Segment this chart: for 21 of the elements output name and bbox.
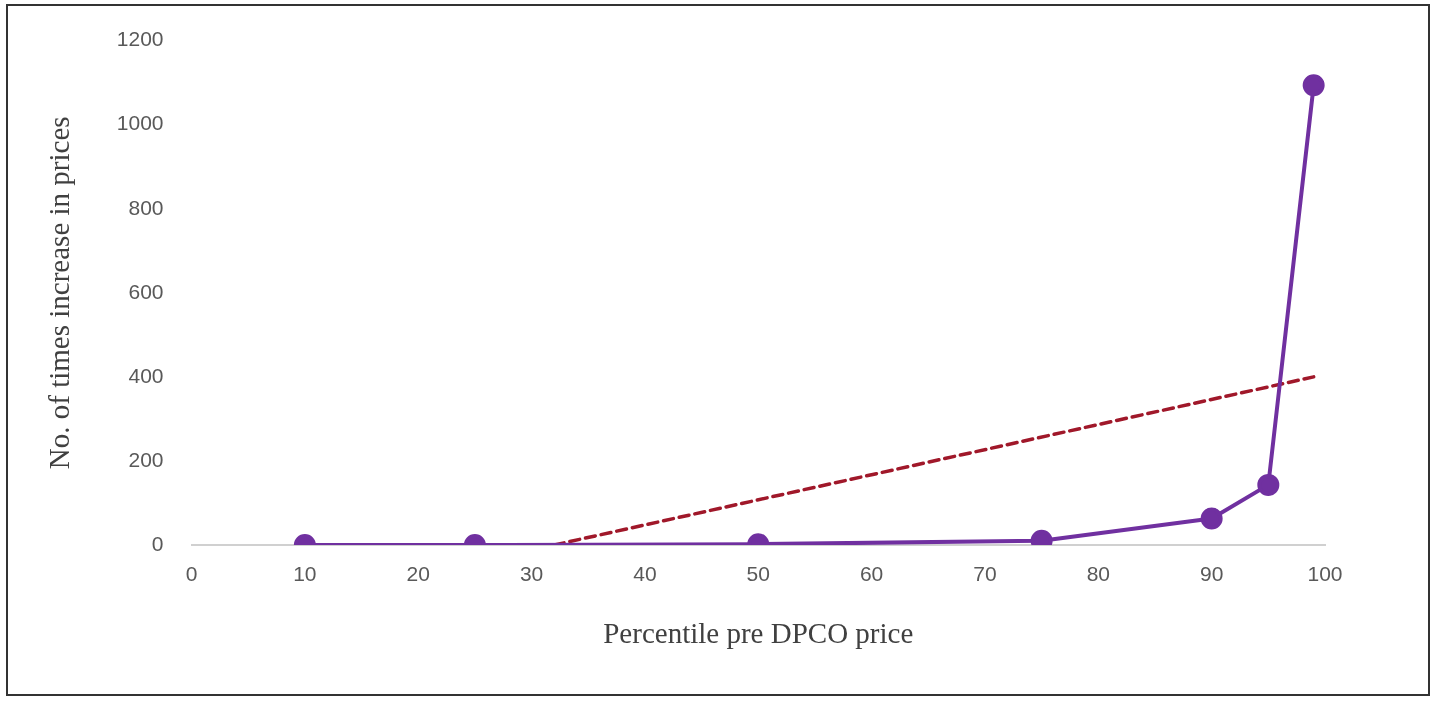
y-tick-label: 600 (128, 279, 164, 303)
y-tick-label: 800 (128, 195, 164, 219)
x-tick-label: 40 (633, 562, 657, 586)
x-tick-label: 30 (519, 562, 544, 586)
x-axis-title: Percentile pre DPCO price (603, 617, 914, 650)
point (1302, 74, 1325, 97)
x-tick-label: 60 (859, 562, 884, 586)
y-tick-label: 1000 (116, 111, 164, 135)
x-tick-label: 80 (1086, 562, 1110, 586)
y-tick-label: 0 (151, 531, 164, 555)
x-tick-label: 90 (1199, 562, 1224, 586)
y-tick-label: 200 (128, 447, 164, 471)
y-tick-label: 1200 (116, 27, 164, 51)
x-tick-label: 0 (185, 562, 198, 586)
x-tick-label: 20 (406, 562, 430, 586)
x-tick-label: 100 (1307, 562, 1343, 586)
x-tick-label: 10 (293, 562, 317, 586)
y-axis-title: No. of times increase in prices (43, 116, 76, 470)
x-tick-label: 50 (746, 562, 770, 586)
x-tick-label: 70 (973, 562, 997, 586)
y-tick-label: 400 (128, 363, 164, 387)
